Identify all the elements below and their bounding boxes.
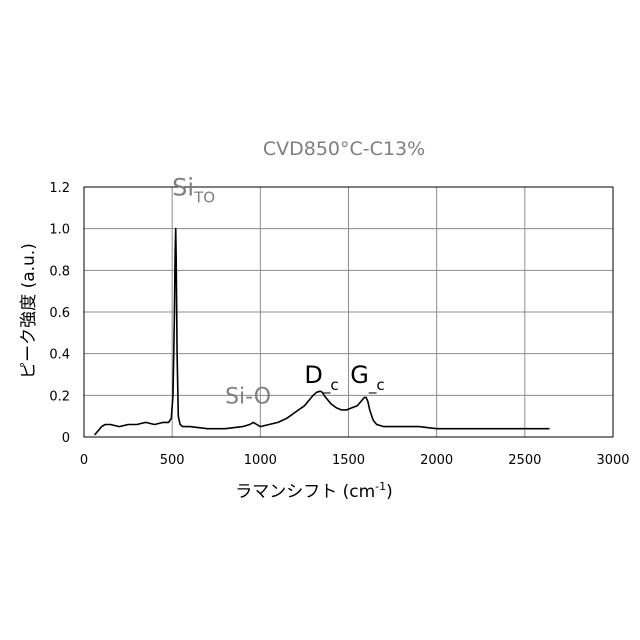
peak-label: Si-O bbox=[225, 385, 271, 410]
x-axis-label: ラマンシフト (cm-1) bbox=[235, 480, 393, 502]
y-tick-label: 1.0 bbox=[49, 223, 70, 238]
peak-label-main: D bbox=[304, 361, 322, 389]
x-tick-label: 1000 bbox=[244, 453, 277, 468]
spectrum-line bbox=[95, 229, 550, 435]
peak-label-main: Si-O bbox=[225, 385, 271, 410]
peak-label-subscript: _c bbox=[368, 376, 385, 395]
x-tick-label: 2500 bbox=[508, 453, 541, 468]
y-tick-label: 0.4 bbox=[49, 348, 70, 363]
peak-label: D_c bbox=[304, 361, 338, 395]
y-tick-label: 0.6 bbox=[49, 306, 70, 321]
y-tick-labels: 0 0.2 0.4 0.6 0.8 1.0 1.2 bbox=[49, 181, 70, 446]
x-tick-label: 1500 bbox=[332, 453, 365, 468]
x-tick-label: 2000 bbox=[420, 453, 453, 468]
peak-annotations: SiTOSi-OD_cG_c bbox=[172, 173, 384, 409]
peak-label-main: G bbox=[350, 361, 369, 389]
x-tick-label: 0 bbox=[80, 453, 88, 468]
peak-label-subscript: _c bbox=[322, 376, 339, 395]
x-tick-label: 500 bbox=[160, 453, 185, 468]
peak-label: G_c bbox=[350, 361, 384, 395]
y-tick-label: 1.2 bbox=[49, 181, 70, 196]
y-tick-label: 0 bbox=[62, 431, 70, 446]
x-axis-label-close: ) bbox=[386, 482, 393, 502]
x-tick-labels: 0 500 1000 1500 2000 2500 3000 bbox=[80, 453, 630, 468]
peak-label-subscript: TO bbox=[193, 188, 215, 206]
gridlines bbox=[84, 187, 613, 437]
x-tick-label: 3000 bbox=[596, 453, 629, 468]
y-tick-label: 0.2 bbox=[49, 389, 70, 404]
peak-label-main: Si bbox=[172, 173, 194, 201]
y-axis-label: ピーク強度 (a.u.) bbox=[19, 243, 39, 379]
x-axis-label-superscript: -1 bbox=[375, 480, 386, 493]
chart-title: CVD850°C-C13% bbox=[263, 138, 425, 160]
peak-label: SiTO bbox=[172, 173, 215, 206]
y-tick-label: 0.8 bbox=[49, 264, 70, 279]
x-axis-label-text: ラマンシフト (cm bbox=[235, 482, 375, 502]
